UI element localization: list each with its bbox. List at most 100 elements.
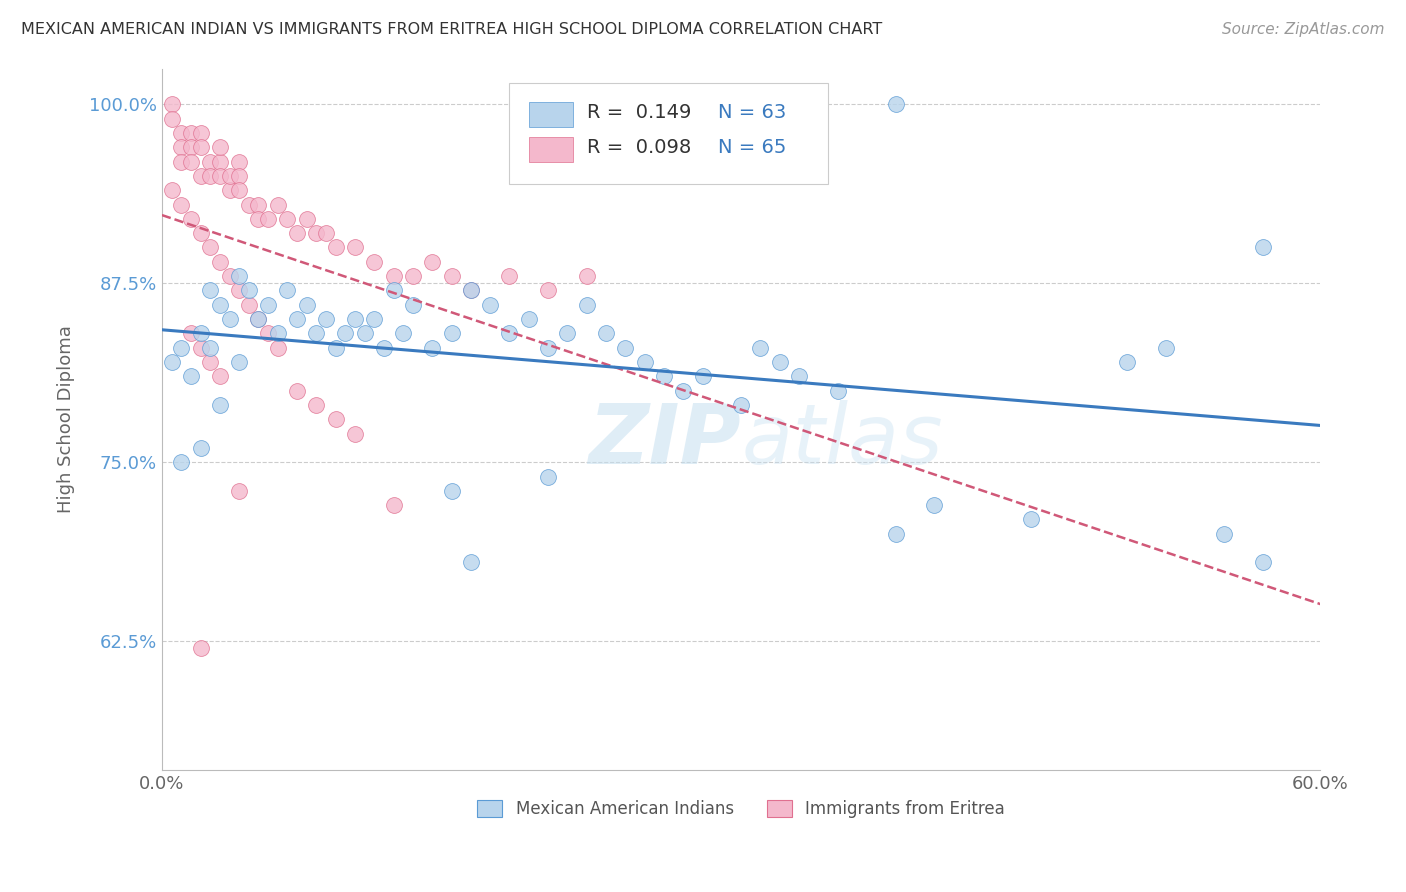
Text: MEXICAN AMERICAN INDIAN VS IMMIGRANTS FROM ERITREA HIGH SCHOOL DIPLOMA CORRELATI: MEXICAN AMERICAN INDIAN VS IMMIGRANTS FR… — [21, 22, 883, 37]
Point — [460, 284, 482, 298]
Text: R =  0.149: R = 0.149 — [588, 103, 692, 122]
Point — [247, 312, 270, 326]
Point — [633, 355, 655, 369]
Point — [420, 254, 443, 268]
Point — [170, 197, 193, 211]
Legend: Mexican American Indians, Immigrants from Eritrea: Mexican American Indians, Immigrants fro… — [471, 793, 1012, 825]
Point — [363, 312, 385, 326]
Point — [180, 326, 202, 341]
Point — [1154, 341, 1177, 355]
Point — [285, 226, 308, 240]
Text: R =  0.098: R = 0.098 — [588, 138, 692, 157]
Text: atlas: atlas — [741, 400, 943, 481]
Point — [228, 154, 250, 169]
Point — [190, 341, 212, 355]
Point — [382, 498, 405, 512]
Point — [1212, 526, 1234, 541]
Point — [218, 169, 240, 183]
Point — [228, 284, 250, 298]
Point — [267, 341, 290, 355]
Point — [479, 298, 502, 312]
Point — [460, 556, 482, 570]
Point — [200, 154, 222, 169]
Point — [208, 169, 231, 183]
Point — [180, 126, 202, 140]
Point — [614, 341, 637, 355]
Point — [392, 326, 415, 341]
Point — [498, 326, 520, 341]
Point — [257, 298, 280, 312]
Point — [190, 326, 212, 341]
Point — [285, 384, 308, 398]
Point — [295, 211, 318, 226]
Point — [652, 369, 675, 384]
Point — [160, 355, 183, 369]
Point — [730, 398, 752, 412]
Point — [218, 269, 240, 284]
Point — [170, 140, 193, 154]
Text: N = 63: N = 63 — [718, 103, 786, 122]
Point — [315, 312, 337, 326]
Point — [218, 312, 240, 326]
Point — [517, 312, 540, 326]
Point — [692, 369, 714, 384]
Point — [170, 455, 193, 469]
Point — [285, 312, 308, 326]
Point — [228, 355, 250, 369]
Point — [884, 97, 907, 112]
Point — [238, 197, 260, 211]
Point — [344, 426, 367, 441]
Point — [170, 154, 193, 169]
Point — [460, 284, 482, 298]
Point — [180, 211, 202, 226]
Point — [208, 369, 231, 384]
Point — [315, 226, 337, 240]
Point — [537, 469, 560, 483]
Point — [208, 140, 231, 154]
Text: N = 65: N = 65 — [718, 138, 786, 157]
Point — [335, 326, 357, 341]
Text: Source: ZipAtlas.com: Source: ZipAtlas.com — [1222, 22, 1385, 37]
Point — [257, 326, 280, 341]
Point — [440, 326, 463, 341]
Point — [200, 284, 222, 298]
Point — [190, 441, 212, 455]
Point — [160, 97, 183, 112]
Point — [402, 269, 425, 284]
Point — [749, 341, 772, 355]
Point — [190, 641, 212, 656]
FancyBboxPatch shape — [509, 83, 828, 185]
Point — [305, 226, 328, 240]
Text: ZIP: ZIP — [589, 400, 741, 481]
Point — [1251, 240, 1274, 254]
Point — [305, 398, 328, 412]
Point — [208, 398, 231, 412]
Point — [1251, 556, 1274, 570]
Point — [325, 341, 347, 355]
Point — [595, 326, 617, 341]
Point — [160, 112, 183, 126]
Point — [180, 140, 202, 154]
Point — [373, 341, 395, 355]
Point — [228, 169, 250, 183]
Point — [180, 154, 202, 169]
Point — [537, 341, 560, 355]
Point — [440, 483, 463, 498]
FancyBboxPatch shape — [529, 137, 574, 161]
Point — [575, 269, 598, 284]
Point — [363, 254, 385, 268]
Point — [1019, 512, 1042, 526]
Point — [884, 526, 907, 541]
Point — [325, 412, 347, 426]
Point — [325, 240, 347, 254]
Point — [305, 326, 328, 341]
Point — [353, 326, 375, 341]
Point — [276, 284, 298, 298]
Point — [208, 154, 231, 169]
Point — [420, 341, 443, 355]
Point — [575, 298, 598, 312]
Point — [672, 384, 695, 398]
Point — [190, 169, 212, 183]
Point — [537, 284, 560, 298]
Point — [440, 269, 463, 284]
